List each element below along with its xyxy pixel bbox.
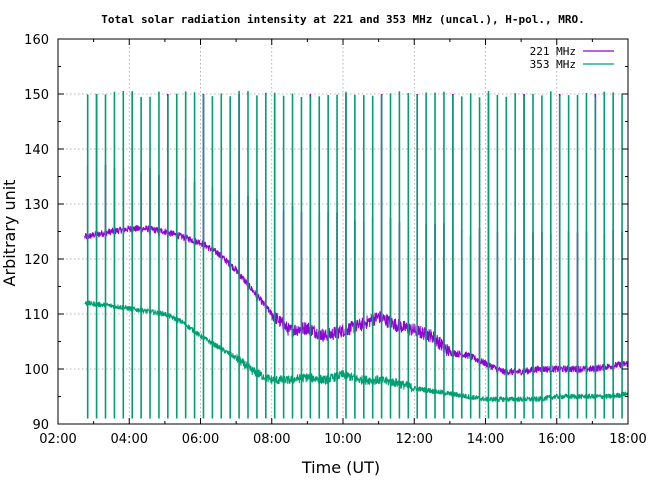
x-tick-label: 02:00 xyxy=(39,432,76,447)
legend-label: 353 MHz xyxy=(530,58,576,71)
x-tick-label: 16:00 xyxy=(538,432,575,447)
y-tick-label: 150 xyxy=(24,88,49,103)
series-221-trace xyxy=(84,225,629,376)
x-tick-label: 12:00 xyxy=(396,432,433,447)
series-353-mhz xyxy=(84,90,629,419)
y-tick-label: 160 xyxy=(24,33,49,48)
plot-area xyxy=(84,90,629,419)
legend-label: 221 MHz xyxy=(530,45,576,58)
series-353-trace xyxy=(84,300,629,403)
chart-title: Total solar radiation intensity at 221 a… xyxy=(101,13,584,26)
y-tick-label: 140 xyxy=(24,143,49,158)
y-tick-label: 110 xyxy=(24,308,49,323)
x-tick-label: 04:00 xyxy=(111,432,148,447)
x-tick-label: 10:00 xyxy=(324,432,361,447)
series-221-mhz xyxy=(84,94,629,378)
x-axis-title: Time (UT) xyxy=(301,458,380,477)
y-tick-label: 100 xyxy=(24,363,49,378)
x-tick-label: 08:00 xyxy=(253,432,290,447)
y-tick-label: 130 xyxy=(24,198,49,213)
axes: 90 100 110 120 130 140 150 160 02:00 04:00 06:00 08… xyxy=(24,33,647,447)
x-tick-label: 14:00 xyxy=(467,432,504,447)
x-tick-label: 06:00 xyxy=(182,432,219,447)
y-tick-label: 120 xyxy=(24,253,49,268)
y-axis-title: Arbitrary unit xyxy=(0,180,19,287)
x-tick-label: 18:00 xyxy=(609,432,646,447)
grid xyxy=(58,39,628,424)
y-tick-label: 90 xyxy=(32,418,49,433)
